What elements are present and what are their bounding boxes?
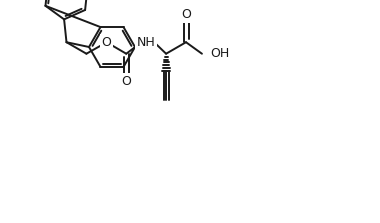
Text: O: O bbox=[181, 8, 191, 21]
Text: O: O bbox=[121, 75, 131, 88]
Text: O: O bbox=[101, 36, 111, 49]
Text: OH: OH bbox=[210, 47, 229, 60]
Text: NH: NH bbox=[137, 36, 155, 49]
